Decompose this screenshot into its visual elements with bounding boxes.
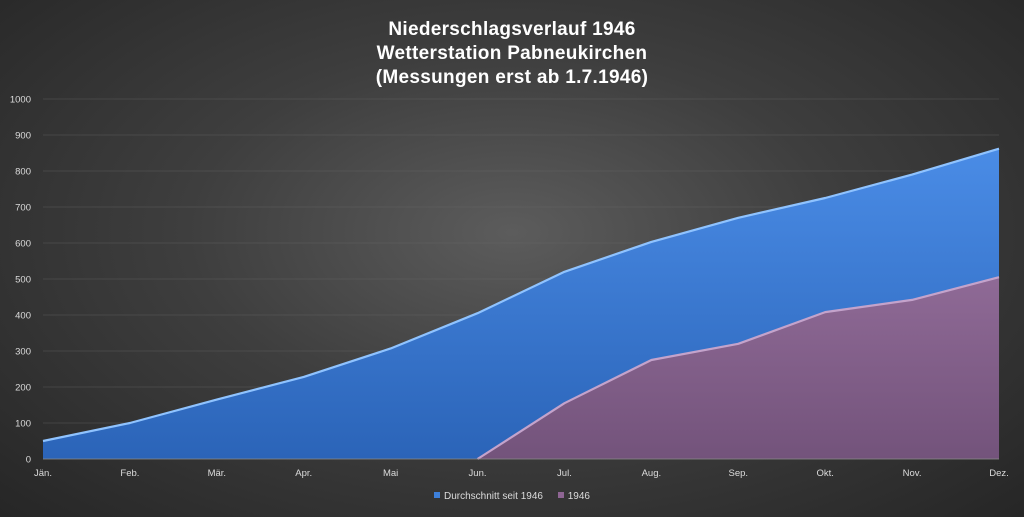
y-tick-label: 600	[15, 239, 31, 250]
y-tick-label: 1000	[10, 95, 31, 106]
y-tick-label: 0	[26, 455, 31, 466]
legend: Durchschnitt seit 1946 1946	[0, 491, 1024, 502]
legend-label-average: Durchschnitt seit 1946	[444, 491, 543, 502]
legend-label-1946: 1946	[567, 491, 590, 502]
chart-title-line-1: Niederschlagsverlauf 1946	[388, 19, 636, 40]
legend-item-average: Durchschnitt seit 1946	[434, 491, 543, 502]
y-tick-label: 700	[15, 203, 31, 214]
x-tick-label: Jän.	[34, 468, 52, 479]
area-1946	[477, 277, 1000, 459]
area-average-edge	[42, 147, 1000, 443]
x-tick-label: Okt.	[816, 468, 833, 479]
x-tick-label: Dez.	[989, 468, 1009, 479]
x-tick-label: Jun.	[469, 468, 487, 479]
y-tick-label: 300	[15, 347, 31, 358]
chart-title: Niederschlagsverlauf 1946 Wetterstation …	[0, 18, 1024, 90]
legend-item-1946: 1946	[557, 491, 590, 502]
y-axis: 0 100 200 300 400 500 600 700 800 900 1000	[10, 95, 31, 466]
x-tick-label: Apr.	[295, 468, 312, 479]
x-tick-label: Jul.	[557, 468, 572, 479]
x-tick-label: Mär.	[208, 468, 226, 479]
x-tick-label: Aug.	[642, 468, 662, 479]
chart-title-line-3: (Messungen erst ab 1.7.1946)	[375, 67, 649, 88]
x-tick-label: Mai	[383, 468, 398, 479]
y-tick-label: 500	[15, 275, 31, 286]
x-tick-label: Sep.	[728, 468, 748, 479]
chart-title-line-2: Wetterstation Pabneukirchen	[376, 43, 648, 64]
y-tick-label: 800	[15, 167, 31, 178]
legend-swatch-average	[434, 492, 440, 499]
x-axis: Jän. Feb. Mär. Apr. Mai Jun. Jul. Aug. Sep. Okt. N…	[34, 458, 1009, 479]
y-tick-label: 200	[15, 383, 31, 394]
x-tick-label: Feb.	[120, 468, 139, 479]
x-tick-label: Nov.	[903, 468, 922, 479]
y-tick-label: 900	[15, 131, 31, 142]
area-1946-edge	[476, 276, 1000, 460]
series-areas	[42, 147, 1000, 460]
y-tick-label: 400	[15, 311, 31, 322]
legend-swatch-1946	[557, 492, 564, 499]
y-tick-label: 100	[15, 419, 31, 430]
